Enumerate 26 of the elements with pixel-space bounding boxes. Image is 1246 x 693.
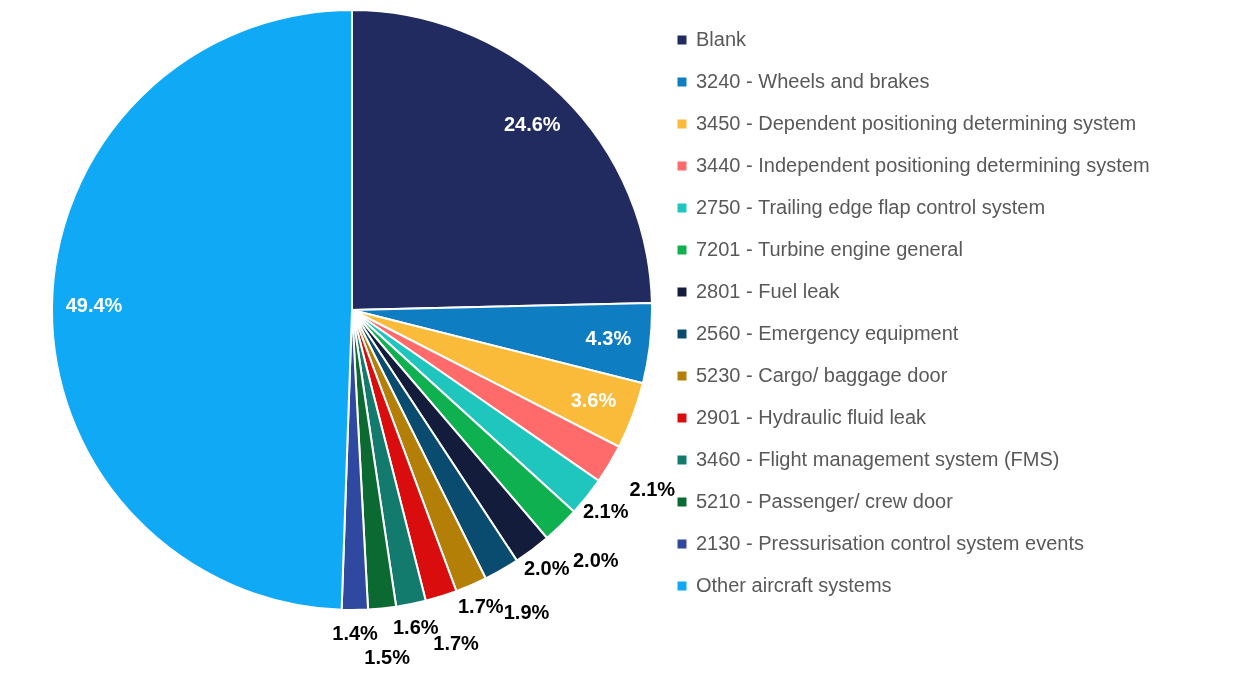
legend-label: 3240 - Wheels and brakes — [696, 70, 930, 92]
legend-label: 2901 - Hydraulic fluid leak — [696, 406, 928, 428]
legend-label: Blank — [696, 28, 748, 50]
data-label: 4.3% — [585, 326, 632, 349]
data-label: 2.0% — [572, 549, 619, 572]
legend-label: 2560 - Emergency equipment — [696, 322, 959, 344]
data-label: 1.5% — [364, 646, 411, 669]
legend-label: Other aircraft systems — [696, 574, 892, 596]
legend-label: 2750 - Trailing edge flap control system — [696, 196, 1046, 218]
legend-label: 3460 - Flight management system (FMS) — [696, 448, 1060, 470]
data-label: 49.4% — [65, 293, 123, 316]
legend-label: 5230 - Cargo/ baggage door — [696, 364, 948, 386]
legend-label: 7201 - Turbine engine general — [696, 238, 963, 260]
data-label: 3.6% — [570, 388, 617, 411]
legend-label: 2130 - Pressurisation control system events — [696, 532, 1084, 554]
data-label: 1.7% — [458, 595, 504, 618]
data-label: 24.6% — [503, 113, 561, 136]
legend-label: 3440 - Independent positioning determining system — [696, 154, 1150, 176]
data-label: 2.0% — [523, 556, 570, 579]
data-label: 1.4% — [332, 621, 379, 644]
data-label: 2.1% — [629, 477, 676, 500]
data-label: 1.9% — [503, 601, 550, 624]
data-label: 2.1% — [582, 499, 629, 522]
legend-label: 2801 - Fuel leak — [696, 280, 841, 302]
legend-label: 3450 - Dependent positioning determining system — [696, 112, 1137, 134]
legend-label: 5210 - Passenger/ crew door — [696, 490, 954, 512]
